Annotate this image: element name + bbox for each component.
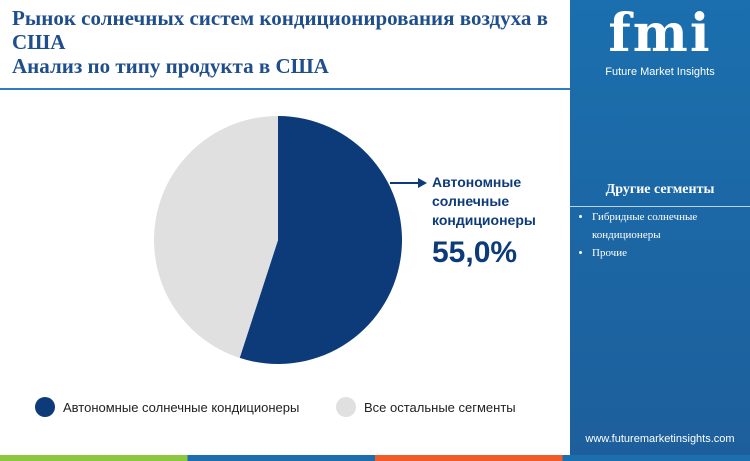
chart-title: Рынок солнечных систем кондиционирования… — [12, 6, 548, 54]
legend-item: Все остальные сегменты — [336, 397, 516, 417]
value-label: 55,0% — [432, 236, 518, 269]
brand-name: Future Market Insights — [605, 66, 715, 78]
legend-item: Автономные солнечные кондиционеры — [35, 397, 299, 417]
chart — [154, 116, 427, 365]
segment-item: Гибридные солнечные кондиционеры — [592, 208, 750, 244]
sidebar: fmi Future Market Insights Другие сегмен… — [570, 0, 750, 455]
logo: fmi — [608, 3, 712, 64]
legend-swatch — [35, 397, 55, 417]
pie-slice — [239, 116, 403, 365]
legend-swatch — [336, 397, 356, 417]
legend-label: Все остальные сегменты — [364, 399, 516, 415]
segment-item: Прочие — [592, 244, 750, 262]
divider — [570, 206, 750, 207]
title-block: Рынок солнечных систем кондиционирования… — [12, 6, 562, 78]
chart-subtitle: Анализ по типу продукта в США — [12, 54, 329, 78]
callout-label: Автономные солнечные кондиционеры — [432, 174, 536, 228]
legend-label: Автономные солнечные кондиционеры — [63, 399, 300, 415]
website: www.futuremarketinsights.com — [585, 433, 735, 445]
color-stripe — [0, 455, 750, 461]
callout-arrow — [418, 178, 427, 188]
divider — [0, 88, 570, 90]
sidebar-heading: Другие сегменты — [605, 182, 715, 197]
segment-list: Гибридные солнечные кондиционерыПрочие — [574, 208, 750, 262]
pie-slice — [154, 116, 278, 358]
